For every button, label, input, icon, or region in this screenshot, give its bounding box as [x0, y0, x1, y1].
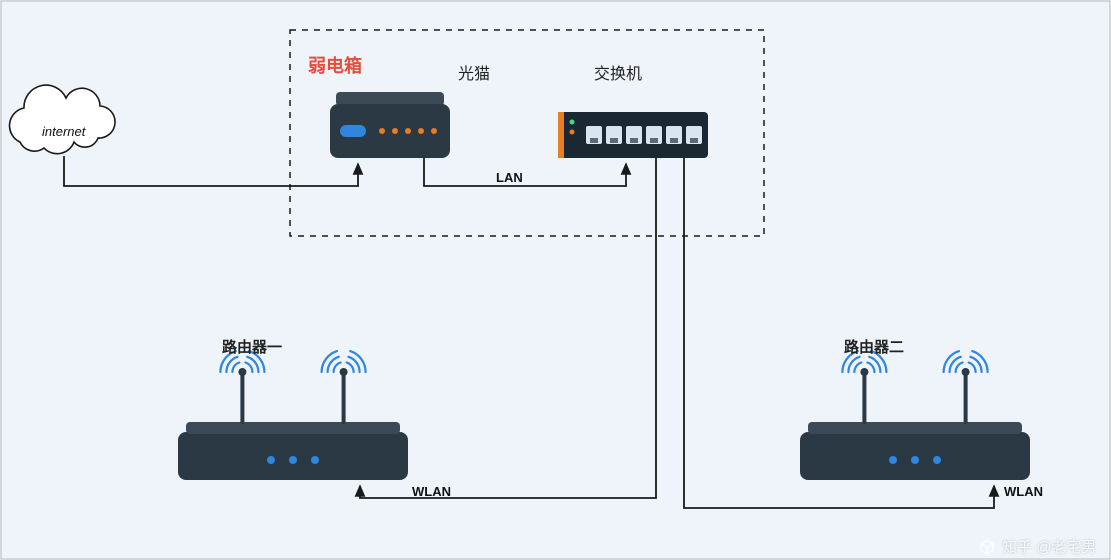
wlan-label-2: WLAN: [1004, 484, 1043, 499]
watermark: 知乎 @老宅男: [978, 536, 1096, 557]
zhihu-icon: [978, 538, 996, 556]
watermark-text: 知乎 @老宅男: [1002, 536, 1096, 557]
network-diagram: [0, 0, 1111, 560]
box-title: 弱电箱: [308, 52, 362, 78]
switch-label: 交换机: [594, 60, 642, 84]
wlan-label-1: WLAN: [412, 484, 451, 499]
internet-label: internet: [42, 124, 85, 139]
router2-label: 路由器二: [844, 336, 904, 357]
modem-label: 光猫: [458, 60, 490, 84]
lan-label: LAN: [496, 170, 523, 185]
router1-label: 路由器一: [222, 336, 282, 357]
